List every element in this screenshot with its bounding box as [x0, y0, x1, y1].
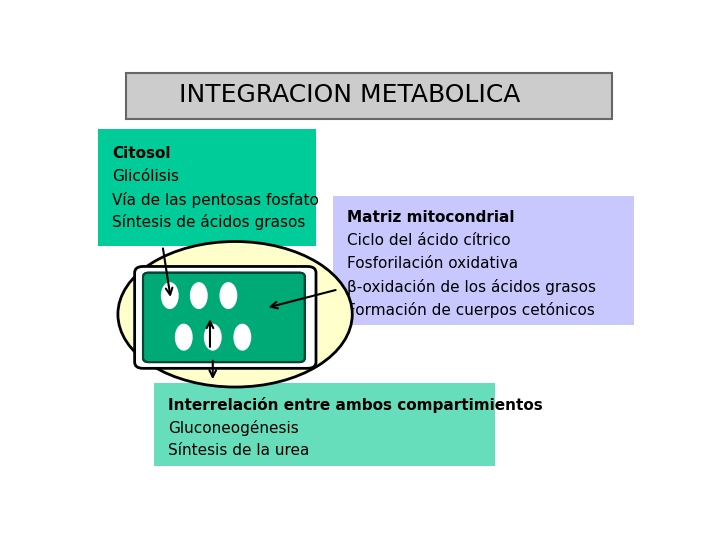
Text: Síntesis de la urea: Síntesis de la urea [168, 443, 310, 458]
Ellipse shape [161, 282, 179, 309]
Ellipse shape [190, 282, 208, 309]
Text: Glicólisis: Glicólisis [112, 169, 179, 184]
Text: Fosforilación oxidativa: Fosforilación oxidativa [347, 256, 518, 271]
Text: β-oxidación de los ácidos grasos: β-oxidación de los ácidos grasos [347, 279, 595, 295]
FancyBboxPatch shape [154, 383, 495, 466]
Ellipse shape [233, 323, 251, 350]
Text: Interrelación entre ambos compartimientos: Interrelación entre ambos compartimiento… [168, 397, 543, 414]
FancyBboxPatch shape [126, 73, 612, 119]
Ellipse shape [118, 241, 352, 387]
FancyBboxPatch shape [333, 196, 634, 325]
Text: Gluconeogénesis: Gluconeogénesis [168, 420, 299, 436]
Text: INTEGRACION METABOLICA: INTEGRACION METABOLICA [179, 83, 521, 107]
Ellipse shape [220, 282, 238, 309]
Text: Síntesis de ácidos grasos: Síntesis de ácidos grasos [112, 214, 306, 231]
Text: Vía de las pentosas fosfato: Vía de las pentosas fosfato [112, 192, 319, 207]
FancyBboxPatch shape [143, 273, 305, 362]
FancyBboxPatch shape [135, 266, 316, 368]
Text: Formación de cuerpos cetónicos: Formación de cuerpos cetónicos [347, 302, 595, 318]
FancyBboxPatch shape [99, 129, 316, 246]
Text: Matriz mitocondrial: Matriz mitocondrial [347, 211, 514, 225]
Ellipse shape [204, 323, 222, 350]
Text: Citosol: Citosol [112, 146, 171, 161]
Text: Ciclo del ácido cítrico: Ciclo del ácido cítrico [347, 233, 510, 248]
Ellipse shape [175, 323, 193, 350]
